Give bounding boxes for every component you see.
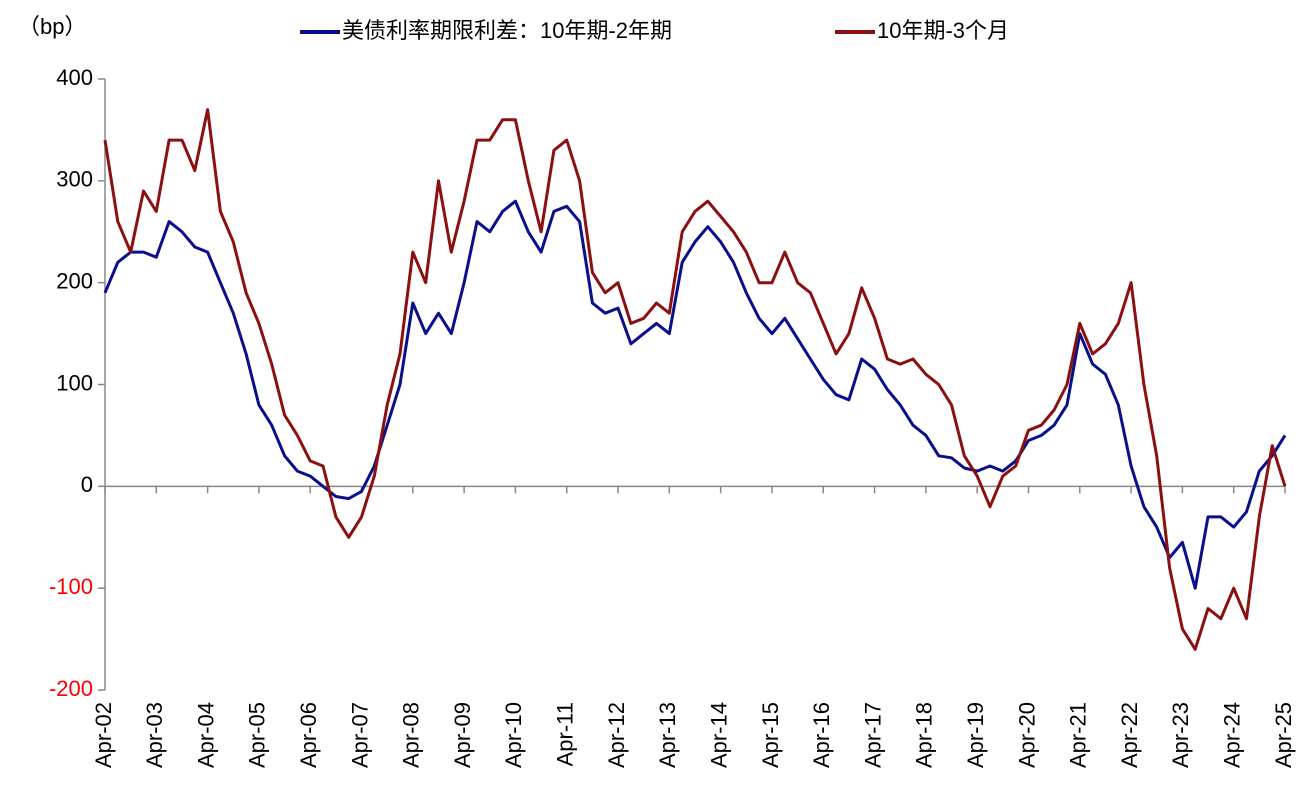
x-tick-label: Apr-03 (142, 702, 167, 768)
x-tick-label: Apr-23 (1168, 702, 1193, 768)
x-tick-label: Apr-11 (553, 702, 578, 766)
y-tick-label: -200 (49, 676, 93, 701)
x-tick-label: Apr-21 (1066, 702, 1091, 768)
x-tick-label: Apr-24 (1220, 702, 1245, 768)
x-tick-label: Apr-06 (296, 702, 321, 768)
x-tick-label: Apr-05 (245, 702, 270, 768)
x-tick-label: Apr-18 (912, 702, 937, 768)
x-tick-label: Apr-14 (706, 702, 731, 768)
y-tick-label: 0 (81, 472, 93, 497)
series-line (103, 108, 1287, 651)
y-tick-label: 200 (56, 268, 93, 293)
y-tick-label: 300 (56, 167, 93, 192)
x-tick-label: Apr-02 (91, 702, 116, 768)
x-tick-label: Apr-20 (1014, 702, 1039, 768)
series-line (103, 199, 1287, 590)
x-tick-label: Apr-10 (501, 702, 526, 768)
x-tick-label: Apr-16 (809, 702, 834, 768)
x-tick-label: Apr-09 (450, 702, 475, 768)
y-tick-label: 400 (56, 65, 93, 90)
x-tick-label: Apr-07 (347, 702, 372, 768)
x-tick-label: Apr-13 (655, 702, 680, 768)
unit-label: （bp） (18, 14, 86, 39)
x-tick-label: Apr-15 (758, 702, 783, 768)
y-tick-label: 100 (56, 370, 93, 395)
legend-label: 美债利率期限利差：10年期-2年期 (342, 18, 672, 43)
x-tick-label: Apr-17 (860, 702, 885, 768)
x-tick-label: Apr-04 (193, 702, 218, 768)
x-tick-label: Apr-25 (1271, 702, 1296, 768)
x-tick-label: Apr-08 (399, 702, 424, 768)
x-tick-label: Apr-19 (963, 702, 988, 768)
x-tick-label: Apr-12 (604, 702, 629, 768)
x-tick-label: Apr-22 (1117, 702, 1142, 768)
legend-label: 10年期-3个月 (877, 18, 1009, 43)
y-tick-label: -100 (49, 574, 93, 599)
